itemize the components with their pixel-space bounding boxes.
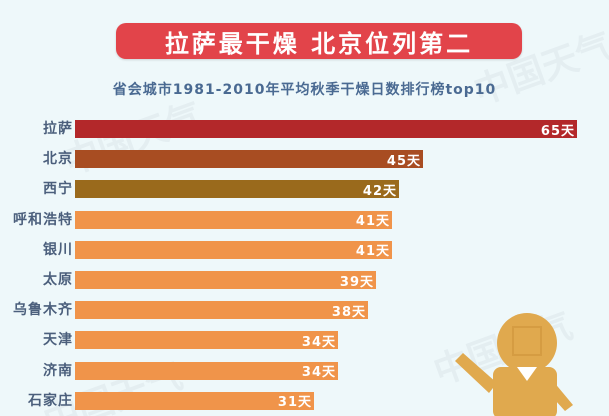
bar-value-label: 41天 (355, 214, 390, 230)
bar-row: 太原 39天 (0, 271, 609, 290)
city-label: 济南 (43, 362, 73, 379)
bar-value-label: 39天 (339, 274, 374, 290)
bar-row: 银川 41天 (0, 240, 609, 260)
bar: 65天 (75, 120, 577, 139)
bar: 39天 (75, 271, 376, 290)
bar-value-label: 42天 (362, 183, 397, 199)
bar-value-label: 65天 (540, 123, 575, 139)
bar-value-label: 34天 (301, 334, 336, 350)
bar: 31天 (75, 391, 314, 411)
city-label: 拉萨 (43, 121, 73, 137)
bar-value-label: 38天 (331, 304, 366, 320)
bar-value-label: 34天 (301, 365, 336, 381)
bar-row: 石家庄 31天 (0, 391, 609, 411)
mascot-icon (455, 313, 573, 416)
city-label: 天津 (43, 332, 73, 349)
chart-subtitle: 省会城市1981-2010年平均秋季干燥日数排行榜top10 (112, 82, 497, 98)
bar-row: 济南 34天 (0, 361, 609, 381)
city-label: 乌鲁木齐 (13, 302, 73, 319)
bar-value-label: 45天 (386, 153, 421, 169)
bar-row: 西宁 42天 (0, 180, 609, 199)
bar: 45天 (75, 150, 423, 169)
bar-row: 呼和浩特 41天 (0, 210, 609, 230)
page-title: 拉萨最干燥 北京位列第二 (116, 23, 522, 59)
city-label: 西宁 (43, 181, 73, 198)
bar: 42天 (75, 180, 399, 199)
city-label: 银川 (43, 241, 73, 258)
bar-value-label: 31天 (277, 395, 312, 411)
city-label: 太原 (43, 272, 73, 288)
city-label: 石家庄 (28, 392, 73, 409)
bar: 41天 (75, 240, 392, 260)
bar: 34天 (75, 331, 338, 350)
bar-row: 天津 34天 (0, 331, 609, 350)
bar-row: 拉萨 65天 (0, 120, 609, 139)
city-label: 北京 (43, 151, 73, 168)
bar-chart: 拉萨 65天 北京 45天 西宁 42天 呼和浩特 41天 银川 41天 太原 39天 乌鲁木齐 38天天… (0, 120, 609, 416)
bar-row: 北京 45天 (0, 150, 609, 169)
bar: 38天 (75, 301, 368, 320)
bar-value-label: 41天 (355, 244, 390, 260)
bar: 34天 (75, 361, 338, 381)
city-label: 呼和浩特 (13, 211, 73, 228)
bar-row: 乌鲁木齐 38天 (0, 301, 609, 320)
bar: 41天 (75, 210, 392, 230)
